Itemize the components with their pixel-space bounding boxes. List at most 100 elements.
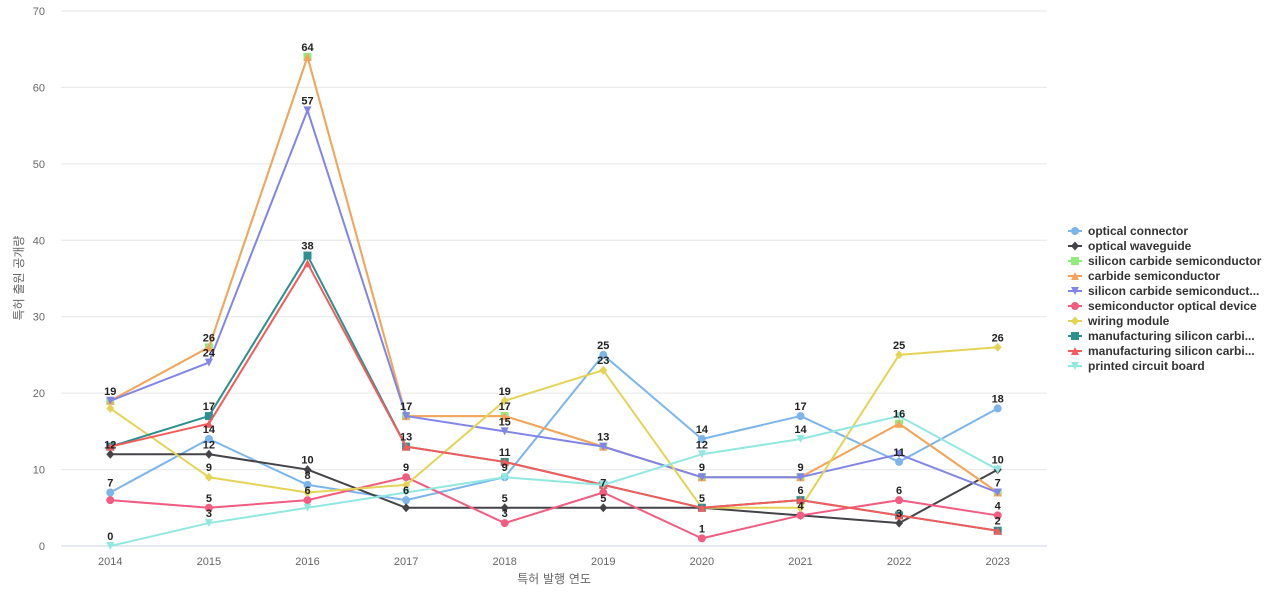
- data-point[interactable]: [500, 519, 509, 528]
- legend-item[interactable]: optical connector: [1068, 224, 1188, 238]
- data-point[interactable]: [500, 396, 509, 406]
- data-point[interactable]: [796, 473, 805, 482]
- data-point[interactable]: [895, 457, 904, 466]
- data-label: 4: [797, 500, 804, 512]
- data-point[interactable]: [106, 449, 115, 459]
- legend-symbol: [1071, 362, 1079, 370]
- x-tick-label: 2021: [788, 556, 812, 568]
- data-point[interactable]: [895, 412, 904, 421]
- data-point[interactable]: [895, 511, 904, 520]
- data-point[interactable]: [303, 488, 312, 497]
- series-line[interactable]: [109, 109, 999, 494]
- data-point[interactable]: [303, 480, 312, 489]
- data-point[interactable]: [895, 518, 904, 528]
- data-point[interactable]: [500, 427, 509, 436]
- data-point[interactable]: [303, 106, 312, 115]
- data-point[interactable]: [303, 465, 312, 475]
- series-line[interactable]: [110, 453, 999, 525]
- data-point[interactable]: [599, 350, 608, 359]
- y-tick-label: 60: [33, 82, 45, 94]
- data-point[interactable]: [204, 519, 213, 528]
- legend-item[interactable]: silicon carbide semiconduct...: [1068, 284, 1259, 298]
- legend-symbol: [1071, 332, 1079, 340]
- data-point[interactable]: [796, 412, 805, 421]
- series-line[interactable]: [109, 353, 999, 502]
- data-point[interactable]: [106, 396, 115, 405]
- legend-item[interactable]: wiring module: [1068, 314, 1170, 328]
- data-point[interactable]: [402, 488, 411, 497]
- data-point[interactable]: [106, 496, 115, 505]
- data-point[interactable]: [895, 496, 904, 505]
- data-point[interactable]: [402, 503, 411, 513]
- data-point[interactable]: [204, 343, 213, 352]
- data-point[interactable]: [697, 435, 706, 443]
- data-label: 16: [893, 409, 905, 421]
- series-line[interactable]: [110, 415, 999, 547]
- data-point[interactable]: [895, 350, 904, 360]
- data-point[interactable]: [697, 534, 706, 543]
- data-point[interactable]: [204, 419, 213, 428]
- y-tick-label: 20: [33, 388, 45, 400]
- data-point[interactable]: [796, 435, 805, 443]
- data-point[interactable]: [402, 412, 411, 421]
- data-point[interactable]: [106, 488, 115, 497]
- data-point[interactable]: [204, 503, 213, 512]
- data-point[interactable]: [303, 251, 312, 260]
- data-point[interactable]: [402, 473, 411, 482]
- data-point[interactable]: [204, 412, 213, 421]
- data-point[interactable]: [500, 412, 509, 421]
- data-point[interactable]: [204, 435, 213, 443]
- data-point[interactable]: [993, 342, 1002, 352]
- data-point[interactable]: [402, 496, 411, 505]
- data-point[interactable]: [993, 526, 1002, 535]
- legend-item[interactable]: printed circuit board: [1068, 359, 1205, 373]
- data-point[interactable]: [599, 488, 608, 497]
- data-point[interactable]: [599, 503, 608, 513]
- data-point[interactable]: [697, 450, 706, 459]
- grid-layer: [61, 10, 1047, 547]
- data-label-layer: 1912702624171412953645738108617139619171…: [104, 42, 1004, 543]
- data-point[interactable]: [500, 457, 509, 466]
- y-tick-label: 30: [33, 312, 45, 324]
- legend-item[interactable]: manufacturing silicon carbi...: [1068, 329, 1255, 343]
- series-line[interactable]: [110, 476, 998, 540]
- data-point[interactable]: [106, 442, 115, 451]
- data-point[interactable]: [303, 259, 312, 268]
- series-line[interactable]: [109, 346, 998, 509]
- data-point[interactable]: [697, 503, 706, 512]
- data-point[interactable]: [599, 480, 608, 489]
- series-line[interactable]: [110, 262, 998, 532]
- data-point[interactable]: [204, 358, 213, 367]
- data-point[interactable]: [993, 465, 1002, 474]
- data-point[interactable]: [697, 473, 706, 482]
- data-point[interactable]: [402, 442, 411, 451]
- data-point[interactable]: [796, 511, 805, 520]
- legend-item[interactable]: manufacturing silicon carbi...: [1068, 344, 1255, 358]
- data-point[interactable]: [500, 503, 509, 513]
- legend-item[interactable]: silicon carbide semiconductor: [1068, 254, 1262, 268]
- data-point[interactable]: [895, 419, 904, 428]
- data-point[interactable]: [303, 503, 312, 512]
- data-point[interactable]: [303, 496, 312, 505]
- data-point[interactable]: [993, 511, 1002, 520]
- data-point[interactable]: [500, 473, 509, 482]
- legend-item[interactable]: carbide semiconductor: [1068, 269, 1220, 283]
- legend-item[interactable]: semiconductor optical device: [1068, 299, 1257, 313]
- data-point[interactable]: [106, 542, 115, 550]
- data-point[interactable]: [895, 450, 904, 459]
- data-point[interactable]: [599, 442, 608, 451]
- data-point[interactable]: [599, 365, 608, 375]
- series-8: [106, 259, 1002, 535]
- legend-item[interactable]: optical waveguide: [1068, 239, 1192, 253]
- data-point[interactable]: [303, 52, 312, 61]
- data-point[interactable]: [402, 480, 411, 490]
- data-point[interactable]: [796, 496, 805, 505]
- data-point[interactable]: [204, 472, 213, 482]
- data-point[interactable]: [993, 404, 1002, 413]
- data-point[interactable]: [796, 503, 805, 513]
- data-point[interactable]: [106, 403, 115, 413]
- data-point[interactable]: [204, 449, 213, 459]
- series-line[interactable]: [109, 55, 999, 494]
- data-point[interactable]: [993, 488, 1002, 497]
